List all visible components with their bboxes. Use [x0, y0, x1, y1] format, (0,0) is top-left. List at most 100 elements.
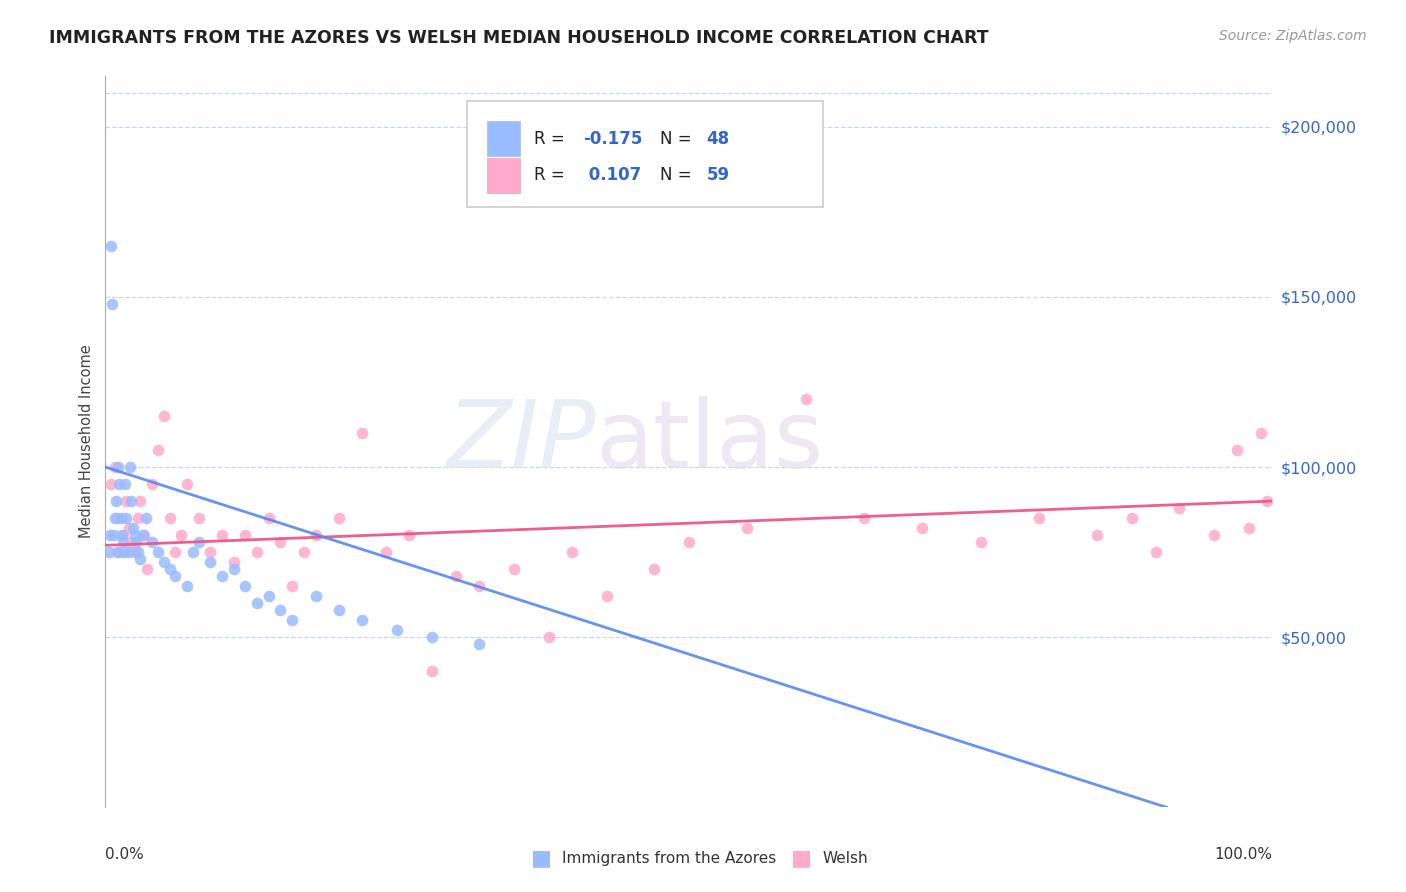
Point [124, 528, 146, 542]
Point [101, 297, 124, 311]
Point [235, 579, 257, 593]
Text: N =: N = [659, 166, 696, 185]
Point [111, 528, 134, 542]
Point [105, 545, 128, 559]
Point [170, 528, 193, 542]
Point [503, 562, 526, 576]
Text: atlas: atlas [596, 395, 824, 488]
Point [200, 555, 222, 569]
Point [111, 528, 134, 542]
Point [374, 545, 396, 559]
Point [257, 511, 280, 525]
Text: -0.175: -0.175 [582, 129, 643, 148]
Point [1028, 511, 1050, 525]
Point [1250, 425, 1272, 440]
Point [561, 545, 583, 559]
Point [328, 511, 350, 525]
Point [596, 590, 619, 604]
Point [385, 624, 409, 638]
Point [246, 545, 269, 559]
Y-axis label: Median Household Income: Median Household Income [79, 344, 94, 539]
Point [111, 535, 134, 549]
Point [129, 552, 152, 566]
Point [159, 511, 181, 525]
Point [1168, 500, 1191, 515]
Text: 0.0%: 0.0% [105, 847, 145, 863]
Point [420, 630, 443, 644]
Text: 0.107: 0.107 [582, 166, 641, 185]
Point [127, 511, 149, 525]
Point [537, 630, 560, 644]
Point [352, 425, 374, 440]
FancyBboxPatch shape [486, 158, 520, 193]
Text: N =: N = [659, 129, 696, 148]
Point [103, 528, 125, 542]
Point [132, 528, 155, 542]
Point [678, 535, 700, 549]
Text: 59: 59 [706, 166, 730, 185]
Point [97, 545, 120, 559]
Point [270, 535, 292, 549]
Text: ■: ■ [531, 848, 551, 868]
Text: IMMIGRANTS FROM THE AZORES VS WELSH MEDIAN HOUSEHOLD INCOME CORRELATION CHART: IMMIGRANTS FROM THE AZORES VS WELSH MEDI… [49, 29, 988, 46]
Point [114, 477, 136, 491]
Point [420, 664, 443, 678]
Point [1237, 521, 1260, 535]
Text: 48: 48 [706, 129, 730, 148]
Point [118, 460, 141, 475]
Point [98, 528, 121, 542]
Point [135, 511, 157, 525]
Point [304, 590, 326, 604]
Point [176, 579, 198, 593]
Point [257, 590, 280, 604]
Point [643, 562, 665, 576]
Point [1256, 494, 1278, 508]
Point [1204, 528, 1226, 542]
Point [352, 613, 374, 627]
Point [852, 511, 875, 525]
Point [281, 613, 304, 627]
Point [1121, 511, 1143, 525]
Point [246, 596, 269, 610]
Point [112, 545, 135, 559]
Point [1087, 528, 1109, 542]
Point [270, 603, 292, 617]
Point [1144, 545, 1167, 559]
Point [165, 545, 187, 559]
Point [159, 562, 181, 576]
Point [222, 562, 245, 576]
Text: ZIP: ZIP [446, 396, 596, 487]
Point [737, 521, 759, 535]
Point [108, 545, 131, 559]
Text: 100.0%: 100.0% [1215, 847, 1272, 863]
Point [146, 545, 169, 559]
Point [104, 511, 127, 525]
Point [104, 494, 127, 508]
Point [100, 477, 122, 491]
Point [181, 545, 204, 559]
Point [153, 409, 174, 423]
Point [398, 528, 420, 542]
Point [120, 535, 142, 549]
Point [468, 579, 491, 593]
Point [120, 494, 142, 508]
Point [110, 511, 132, 525]
FancyBboxPatch shape [467, 102, 823, 208]
Text: Source: ZipAtlas.com: Source: ZipAtlas.com [1219, 29, 1367, 43]
Point [107, 460, 129, 475]
Point [444, 569, 467, 583]
Text: Immigrants from the Azores: Immigrants from the Azores [562, 851, 776, 865]
Point [292, 545, 315, 559]
Point [124, 545, 146, 559]
Point [129, 494, 152, 508]
Point [235, 528, 257, 542]
Point [115, 511, 138, 525]
Point [132, 528, 155, 542]
Point [122, 521, 145, 535]
Text: ■: ■ [792, 848, 811, 868]
Point [211, 528, 233, 542]
Point [141, 535, 163, 549]
Point [146, 443, 169, 458]
Point [165, 569, 187, 583]
Point [105, 511, 128, 525]
